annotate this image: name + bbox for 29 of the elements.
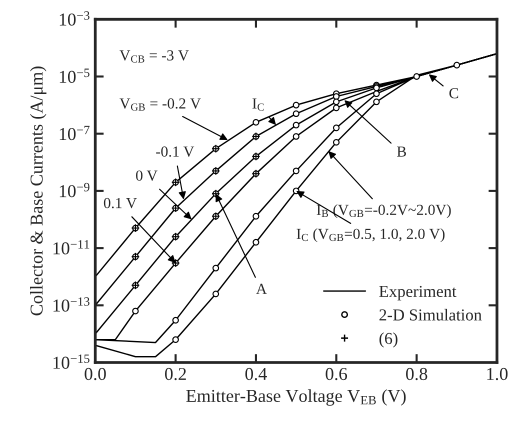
x-tick-label: 0.6 [326, 368, 348, 380]
y-tick-label: 10$^{−5}$ [60, 68, 90, 83]
annotation: 0 V [136, 170, 158, 181]
annotation: I$_{C}$ [252, 98, 264, 111]
annotation: C [449, 88, 458, 98]
x-axis-title: Emitter-Base Voltage V$_{EB}$ (V) [186, 389, 406, 406]
annotation: V$_{GB}$ = -0.2 V [120, 98, 201, 111]
annotation: B [396, 146, 406, 157]
y-tick-label: 10$^{−13}$ [54, 297, 90, 312]
annotation: I$_{C}$ (V$_{GB}$=0.5, 1.0, 2.0 V) [296, 228, 445, 242]
x-tick-label: 0.0 [84, 368, 106, 380]
legend-label: 2-D Simulation [379, 308, 482, 321]
annotation: I$_{B}$ (V$_{GB}$=-0.2V~2.0V) [316, 204, 451, 218]
y-tick-label: 10$^{−15}$ [54, 354, 90, 369]
legend-label: Experiment [379, 286, 456, 300]
y-tick-label: 10$^{−3}$ [60, 11, 90, 26]
annotation: A [256, 284, 267, 294]
y-tick-label: 10$^{−7}$ [60, 126, 90, 140]
x-tick-label: 0.2 [165, 368, 186, 380]
annotation: V$_{CB}$ = -3 V [120, 50, 189, 63]
annotation: -0.1 V [156, 146, 194, 157]
legend-label: (6) [379, 332, 398, 348]
y-axis-title: Collector & Base Currents (A/μm) [30, 66, 46, 316]
y-tick-label: 10$^{−9}$ [60, 182, 90, 198]
x-tick-label: 0.4 [245, 368, 267, 380]
y-tick-label: 10$^{−11}$ [54, 240, 90, 254]
x-tick-label: 0.8 [406, 368, 428, 380]
x-tick-label: 1.0 [487, 368, 508, 380]
annotation: 0.1 V [104, 198, 137, 208]
